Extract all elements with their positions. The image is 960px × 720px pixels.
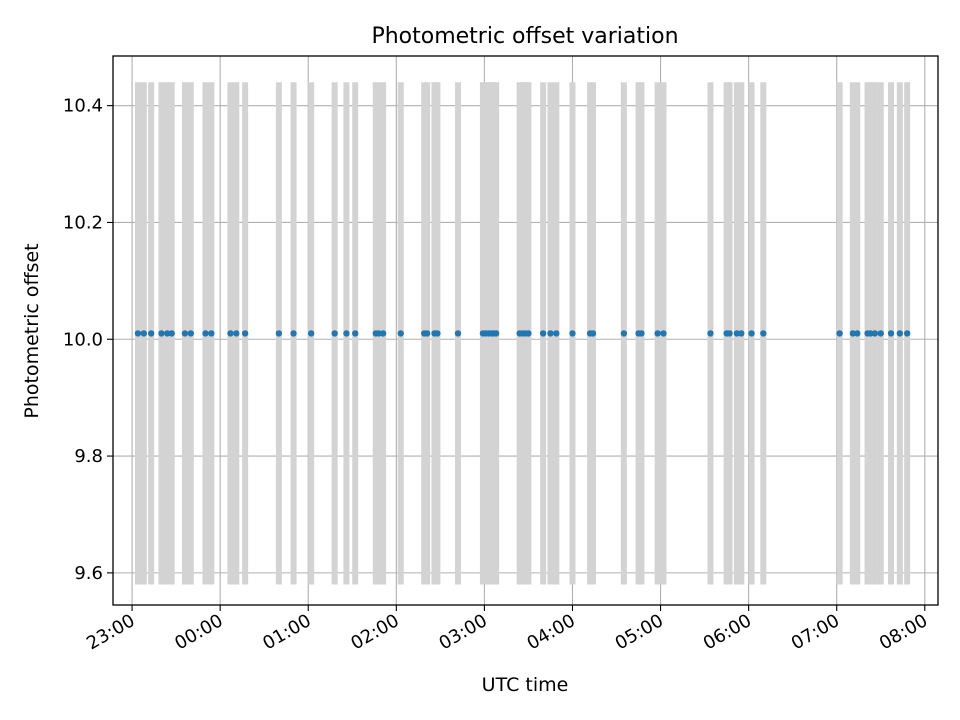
data-point: [187, 330, 195, 337]
data-point: [620, 330, 628, 337]
data-point: [352, 330, 359, 337]
data-point: [539, 330, 547, 337]
data-point: [748, 330, 755, 337]
data-point: [569, 330, 576, 337]
data-point: [134, 330, 142, 337]
y-tick-label: 10.0: [63, 329, 103, 350]
data-point: [434, 330, 441, 337]
data-point: [168, 330, 175, 337]
data-point: [660, 330, 667, 337]
data-point: [290, 330, 297, 337]
plot-frame: [112, 55, 939, 606]
data-point: [233, 330, 240, 337]
data-point: [525, 330, 532, 337]
data-point: [760, 330, 767, 337]
data-point: [454, 330, 462, 337]
chart-title: Photometric offset variation: [371, 24, 678, 49]
data-point: [181, 330, 189, 337]
data-point: [140, 330, 148, 337]
data-point: [553, 330, 560, 337]
data-point: [589, 330, 597, 337]
data-point: [397, 330, 404, 337]
data-point: [208, 330, 215, 337]
data-point: [227, 330, 234, 337]
data-point: [202, 330, 209, 337]
y-tick-label: 10.4: [63, 96, 103, 117]
data-point: [423, 330, 431, 337]
y-axis-label: Photometric offset: [21, 243, 43, 418]
data-point: [726, 330, 733, 337]
data-point: [638, 330, 645, 337]
data-point: [896, 330, 904, 337]
data-point: [887, 330, 895, 337]
data-point: [343, 330, 350, 337]
data-point: [492, 330, 500, 337]
data-point: [867, 330, 874, 337]
data-point: [836, 330, 843, 337]
data-point: [877, 330, 884, 337]
y-tick-label: 10.2: [63, 212, 103, 233]
data-point: [849, 330, 857, 337]
data-point: [331, 330, 338, 337]
y-axis: 9.6 9.8 10.0 10.2 10.4: [63, 96, 113, 584]
data-point: [871, 330, 879, 337]
data-point: [147, 330, 155, 337]
data-point: [241, 330, 249, 337]
data-point: [307, 330, 315, 337]
data-point: [654, 330, 661, 337]
data-point: [547, 330, 554, 337]
data-point: [733, 330, 741, 337]
data-point: [379, 330, 387, 337]
data-point: [738, 330, 745, 337]
data-point: [854, 330, 861, 337]
data-point: [275, 330, 283, 337]
y-tick-label: 9.6: [74, 563, 103, 584]
data-point: [164, 330, 171, 337]
data-point: [158, 330, 165, 337]
y-tick-label: 9.8: [74, 446, 103, 467]
data-points: [134, 330, 911, 337]
x-axis-label: UTC time: [482, 674, 569, 696]
data-point: [707, 330, 714, 337]
data-point: [375, 330, 382, 337]
data-point: [903, 330, 911, 337]
